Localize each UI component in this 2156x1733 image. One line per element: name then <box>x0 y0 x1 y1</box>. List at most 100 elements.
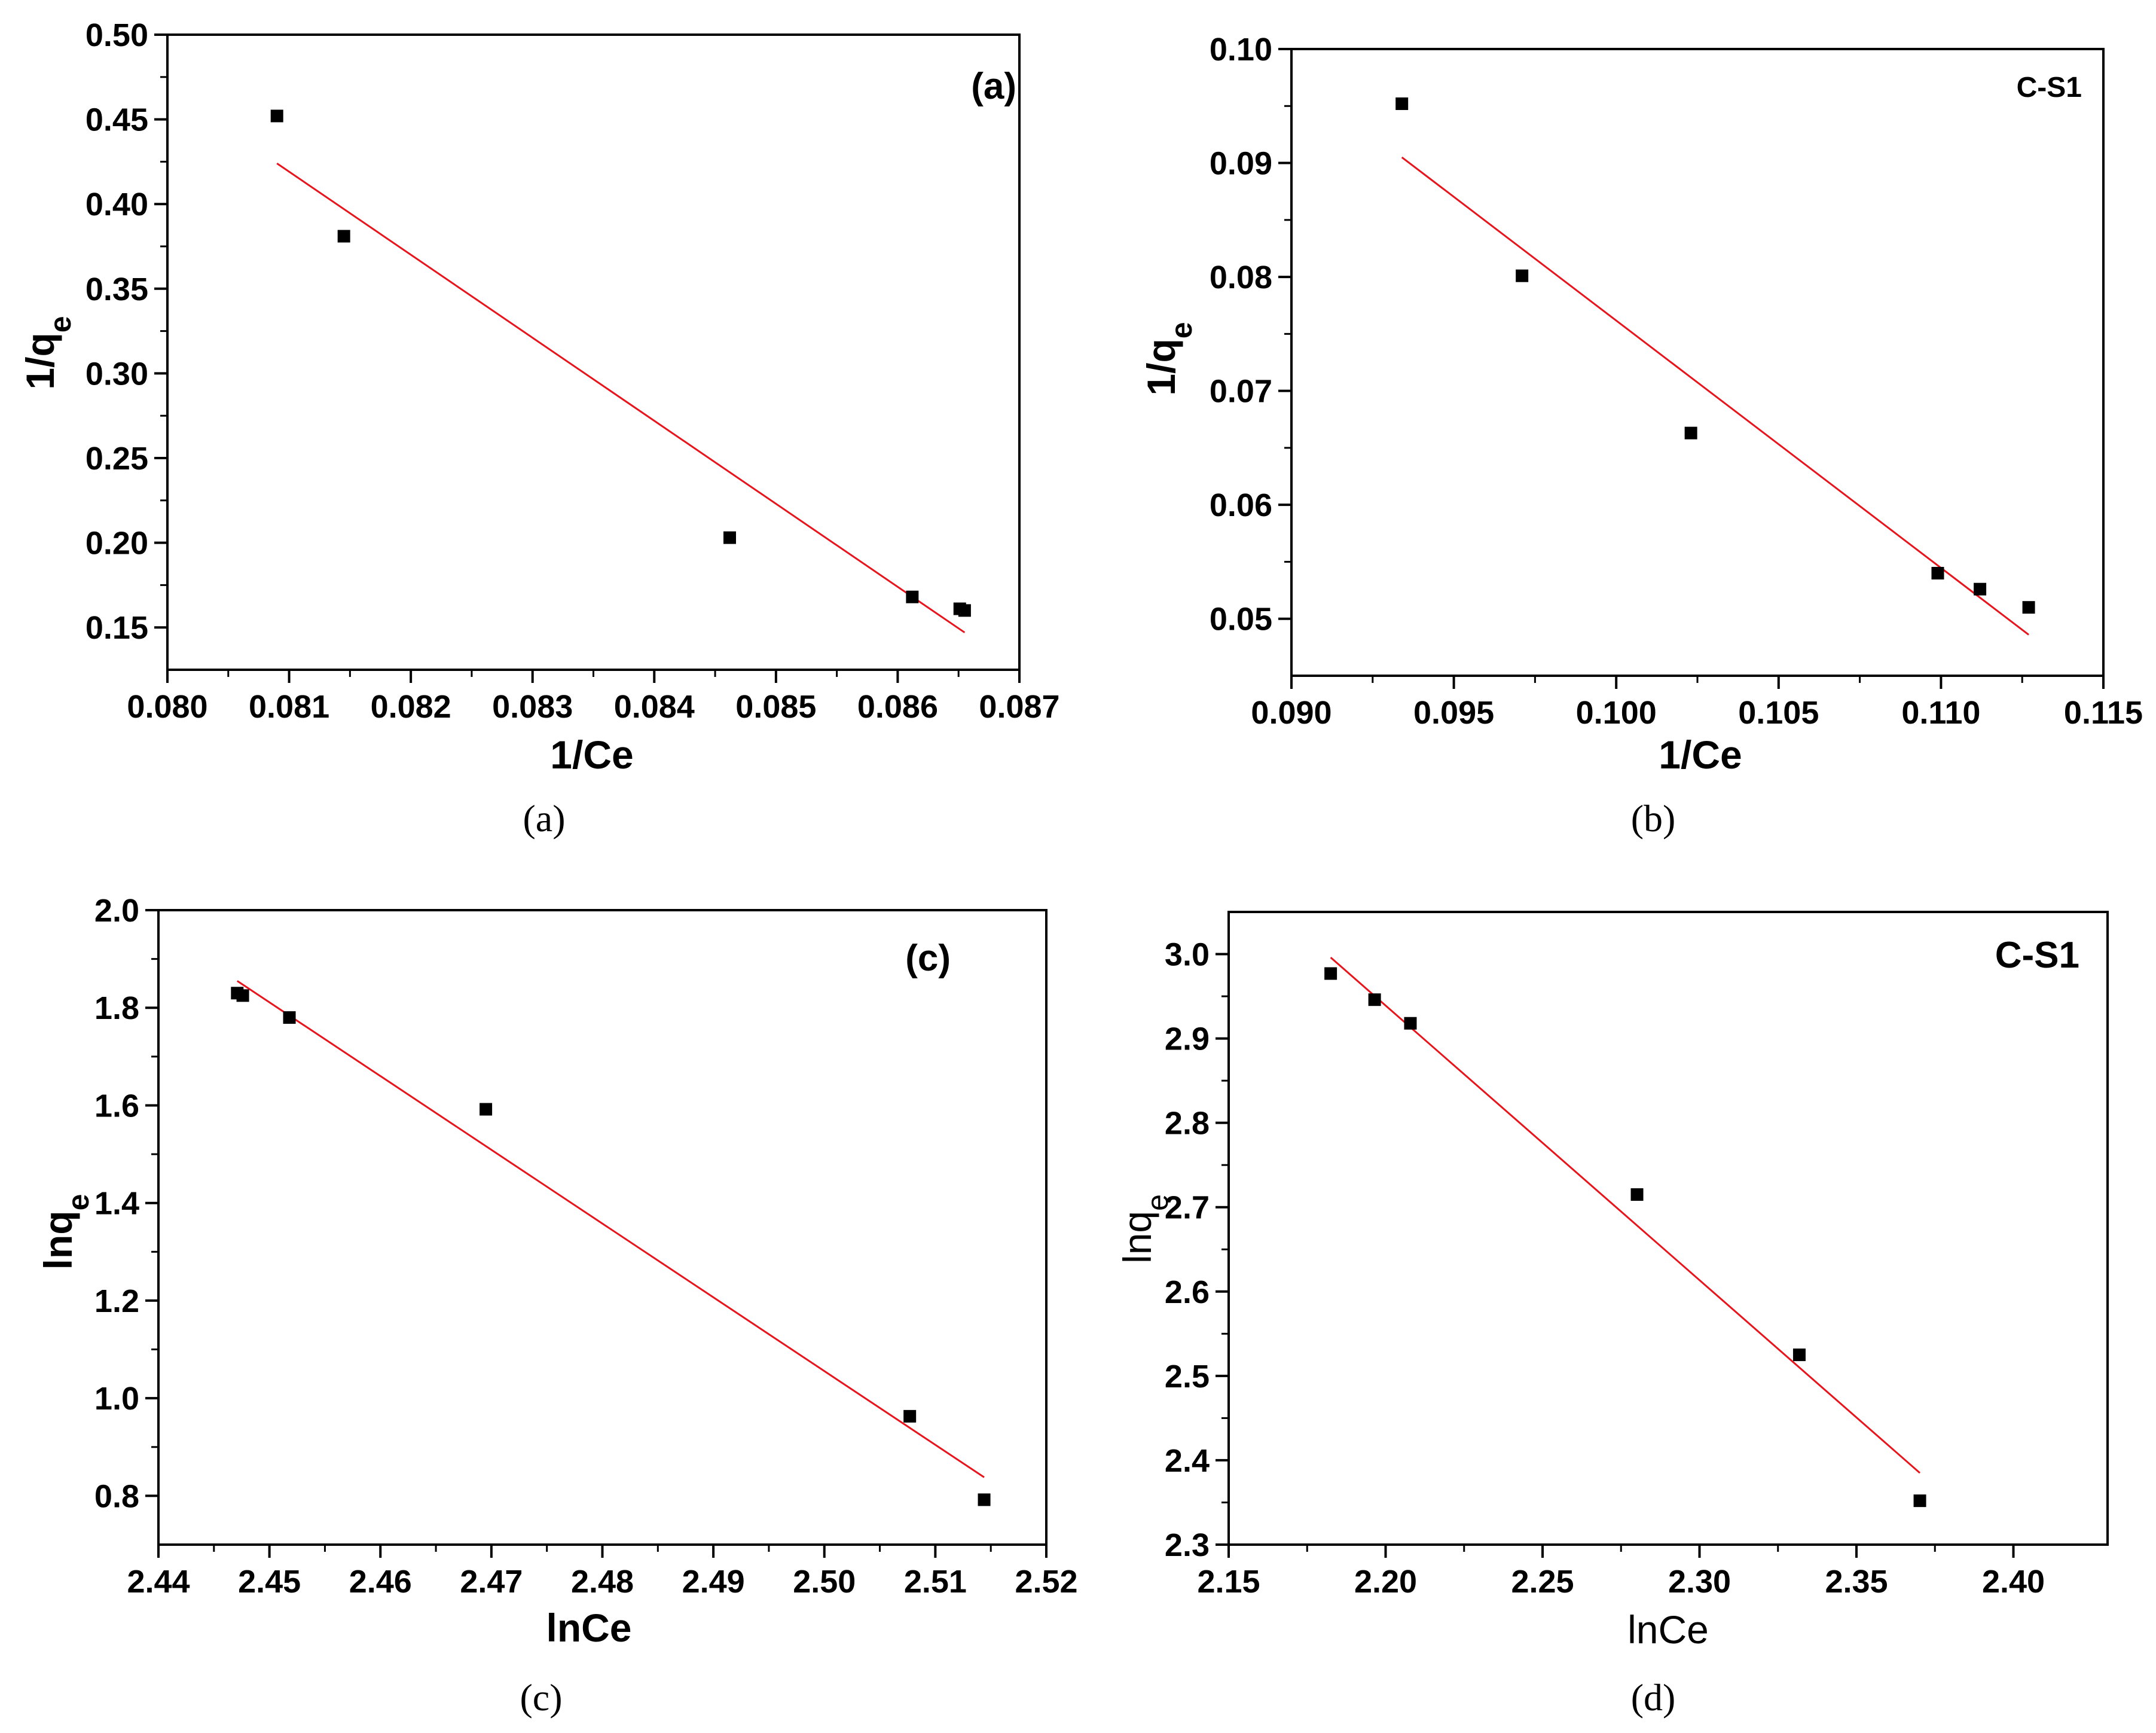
y-tick-label: 2.7 <box>1165 1190 1210 1226</box>
y-tick-label: 0.15 <box>85 610 148 646</box>
fit-line <box>276 162 966 633</box>
data-point <box>1974 582 1987 596</box>
data-point <box>480 1103 493 1116</box>
data-point <box>978 1493 991 1506</box>
panel-caption: (a) <box>523 797 565 840</box>
x-axis-title: 1/Ce <box>550 733 633 777</box>
x-tick-label: 2.35 <box>1825 1564 1888 1600</box>
y-tick-label: 1.6 <box>94 1088 139 1124</box>
data-point <box>337 230 350 243</box>
x-tick-label: 0.080 <box>127 689 207 725</box>
chart-panel-d: 2.15 2.20 2.25 2.30 2.35 2.40 2.3 2.4 2.5 2.6 2.7 2… <box>1115 911 2109 1719</box>
data-point <box>1516 269 1529 282</box>
x-tick-label: 0.100 <box>1576 695 1657 731</box>
y-tick-label: 2.5 <box>1165 1359 1210 1395</box>
y-tick-label: 0.05 <box>1210 602 1272 637</box>
y-tick-label: 2.0 <box>94 893 139 929</box>
data-point <box>1395 97 1409 110</box>
y-tick-label: 0.40 <box>85 187 148 222</box>
y-tick-label: 2.4 <box>1165 1443 1210 1479</box>
plot-frame <box>157 909 1048 1546</box>
y-tick-label: 2.9 <box>1165 1021 1210 1057</box>
data-point <box>2022 601 2035 614</box>
y-tick-label: 3.0 <box>1165 937 1210 973</box>
x-tick-label: 2.46 <box>349 1564 412 1600</box>
x-tick-label: 2.45 <box>238 1564 301 1600</box>
x-tick-label: 2.48 <box>571 1564 634 1600</box>
y-tick-label: 0.45 <box>85 102 148 138</box>
y-tick-label: 0.50 <box>85 17 148 53</box>
x-tick-label: 2.30 <box>1668 1564 1731 1600</box>
y-tick-label: 0.09 <box>1210 146 1272 182</box>
data-point <box>1931 567 1944 580</box>
x-axis-title: 1/Ce <box>1659 733 1742 777</box>
x-axis-title: lnCe <box>1627 1607 1709 1652</box>
panel-caption: (b) <box>1631 797 1676 840</box>
x-tick-label: 2.51 <box>904 1564 967 1600</box>
y-tick-label: 0.8 <box>94 1478 139 1514</box>
x-tick-label: 0.095 <box>1413 695 1494 731</box>
x-tick-label: 0.085 <box>735 689 816 725</box>
y-tick-label: 0.30 <box>85 356 148 392</box>
x-tick-label: 2.52 <box>1015 1564 1077 1600</box>
y-tick-label: 0.08 <box>1210 260 1272 295</box>
x-tick-label: 0.081 <box>249 689 329 725</box>
panel-label: C-S1 <box>2017 72 2082 103</box>
x-tick-label: 0.090 <box>1251 695 1332 731</box>
plot-frame <box>1227 911 2109 1546</box>
y-tick-label: 1.2 <box>94 1283 139 1319</box>
data-point <box>1684 426 1697 440</box>
y-tick-label: 0.35 <box>85 271 148 307</box>
chart-panel-c: 2.44 2.45 2.46 2.47 2.48 2.49 2.50 2.51 2.52 0.8 1… <box>36 893 1078 1719</box>
x-tick-label: 2.47 <box>460 1564 523 1600</box>
x-tick-label: 2.40 <box>1982 1564 2045 1600</box>
x-tick-label: 2.15 <box>1197 1564 1260 1600</box>
y-axis-title: lnqe <box>36 1194 95 1270</box>
y-tick-label: 2.8 <box>1165 1106 1210 1142</box>
data-point <box>270 109 283 123</box>
y-tick-label: 1.0 <box>94 1381 139 1417</box>
panel-label: (c) <box>905 938 951 979</box>
y-tick-label: 0.06 <box>1210 487 1272 523</box>
y-tick-label: 2.3 <box>1165 1527 1210 1563</box>
fit-line <box>236 980 985 1478</box>
x-tick-label: 2.20 <box>1354 1564 1417 1600</box>
x-tick-label: 2.44 <box>127 1564 190 1600</box>
chart-panel-a: 0.080 0.081 0.082 0.083 0.084 0.085 0.086 0.087… <box>18 17 1060 840</box>
chart-panel-b: 0.090 0.095 0.100 0.105 0.110 0.115 0.05 0.06 0.… <box>1139 32 2143 840</box>
data-point <box>1368 993 1381 1006</box>
x-tick-label: 0.082 <box>371 689 451 725</box>
data-point <box>723 531 736 544</box>
data-point <box>283 1011 296 1024</box>
x-tick-label: 2.50 <box>793 1564 856 1600</box>
panel-caption: (c) <box>520 1676 562 1719</box>
data-point <box>903 1409 917 1423</box>
data-point <box>906 590 919 603</box>
fit-line <box>1330 957 1921 1474</box>
data-point <box>1630 1188 1644 1201</box>
data-point <box>1913 1494 1926 1508</box>
panel-caption: (d) <box>1631 1676 1676 1719</box>
y-tick-label: 0.10 <box>1210 32 1272 68</box>
data-point <box>1792 1348 1806 1362</box>
plot-frame <box>1290 48 2105 677</box>
x-tick-label: 0.086 <box>857 689 938 725</box>
panel-label: (a) <box>971 66 1016 107</box>
y-axis-title: 1/qe <box>1139 322 1198 395</box>
fit-line <box>1401 156 2029 636</box>
y-axis-title: 1/qe <box>18 316 77 389</box>
x-tick-label: 0.110 <box>1901 695 1980 731</box>
y-tick-label: 1.4 <box>94 1186 139 1222</box>
x-tick-label: 0.105 <box>1738 695 1819 731</box>
x-tick-label: 0.084 <box>614 689 695 725</box>
y-tick-label: 0.25 <box>85 441 148 477</box>
x-tick-label: 2.25 <box>1511 1564 1574 1600</box>
y-tick-label: 2.6 <box>1165 1274 1210 1310</box>
x-tick-label: 0.115 <box>2064 695 2143 731</box>
y-tick-label: 0.20 <box>85 526 148 562</box>
x-tick-label: 0.087 <box>979 689 1059 725</box>
data-point <box>236 989 249 1002</box>
panel-label: C-S1 <box>1995 935 2079 976</box>
data-point <box>958 604 971 617</box>
